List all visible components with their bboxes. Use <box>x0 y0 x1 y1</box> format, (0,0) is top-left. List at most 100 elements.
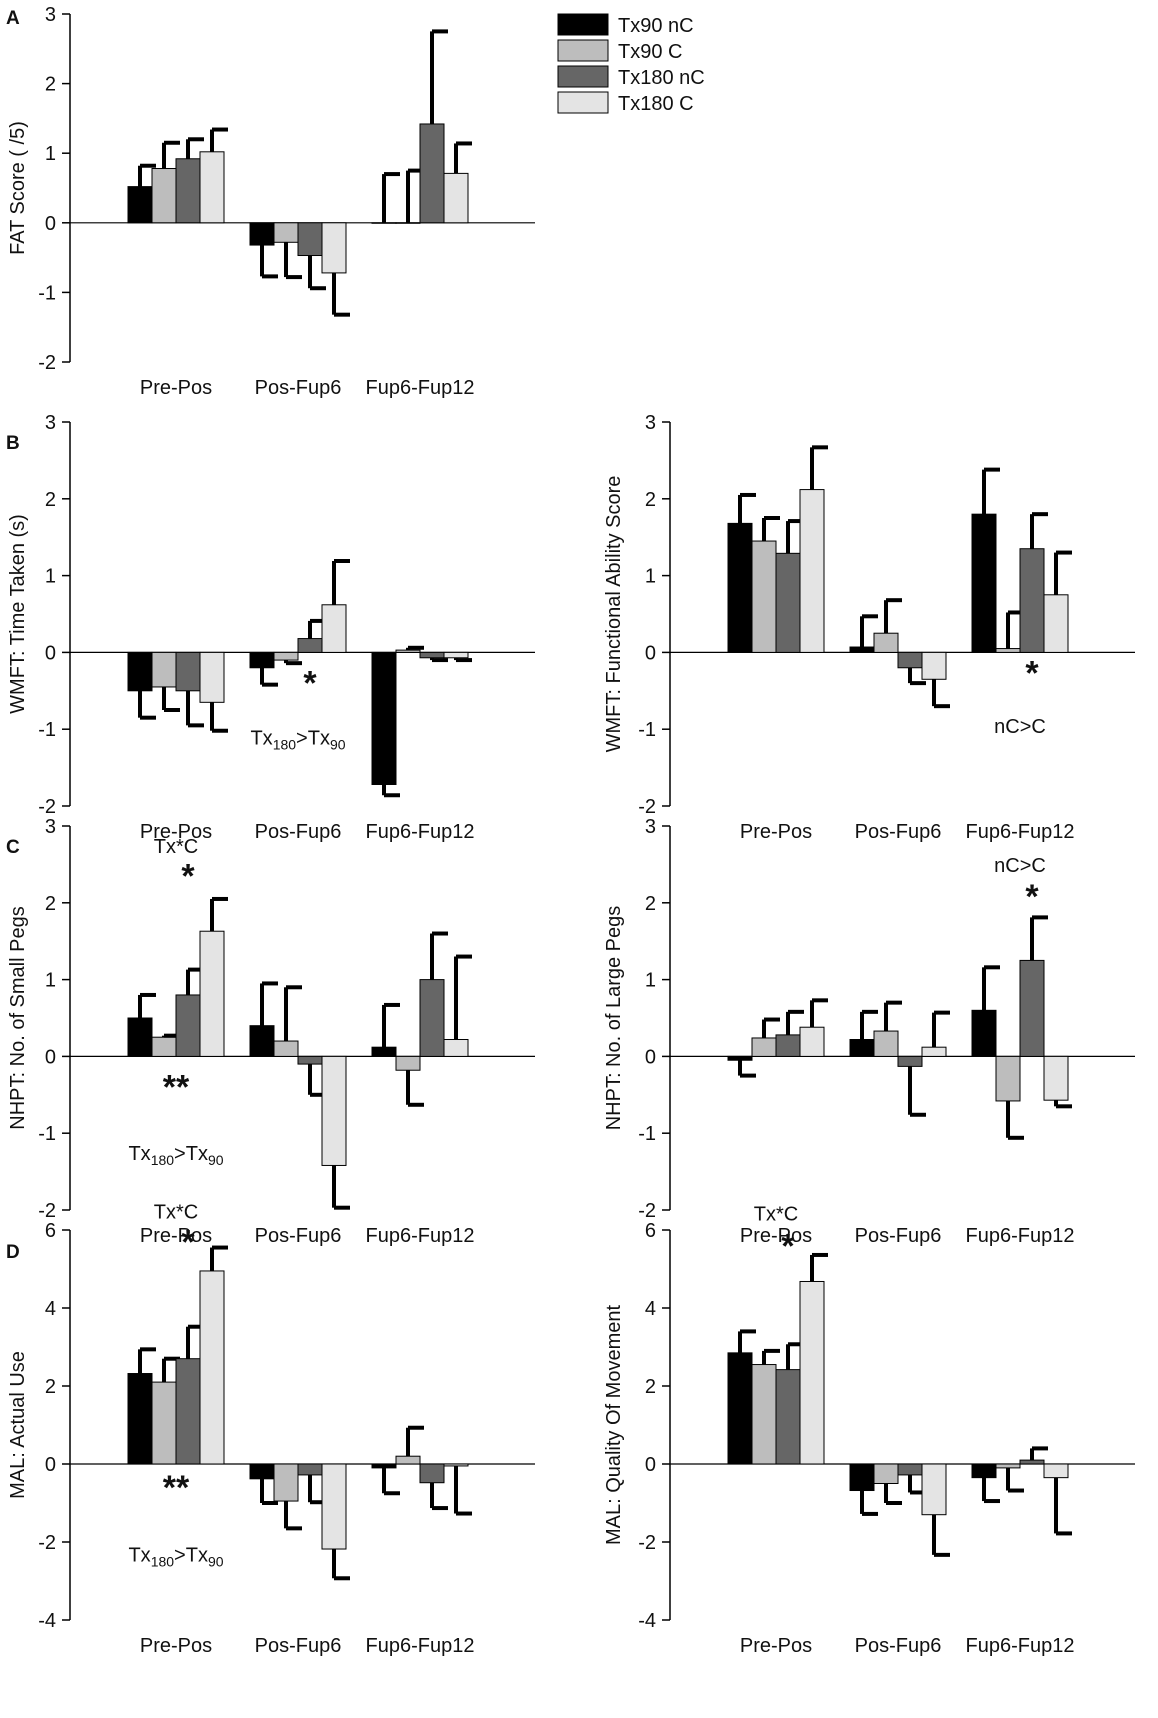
bar-tx90-nc <box>727 1352 753 1465</box>
y-tick-label: -4 <box>38 1610 56 1632</box>
x-category-label: Pre-Pos <box>140 377 212 399</box>
bar-tx180-nc <box>297 638 323 653</box>
y-tick-label: 3 <box>645 816 656 838</box>
y-tick-label: 1 <box>45 970 56 992</box>
bar-tx90-c <box>395 649 421 653</box>
bar-tx180-nc <box>175 994 201 1057</box>
y-tick-label: 2 <box>645 893 656 915</box>
bar-tx180-c <box>1043 594 1069 653</box>
bar-tx180-nc <box>775 1369 801 1465</box>
bar-tx180-nc <box>897 651 923 669</box>
annotation-significance-star: * <box>181 1223 195 1261</box>
y-tick-label: -2 <box>638 1532 656 1554</box>
y-tick-label: -2 <box>38 1532 56 1554</box>
y-tick-label: -2 <box>38 796 56 818</box>
bar-tx90-nc <box>849 1463 875 1492</box>
y-axis-label: WMFT: Functional Ability Score <box>603 476 625 753</box>
bar-tx90-nc <box>127 186 153 224</box>
y-tick-label: 1 <box>45 143 56 165</box>
bar-tx180-c <box>443 1463 469 1467</box>
bar-tx90-c <box>873 1463 899 1484</box>
y-axis-label: NHPT: No. of Small Pegs <box>7 906 29 1129</box>
y-tick-label: 3 <box>645 412 656 434</box>
x-category-label: Pre-Pos <box>740 1225 812 1247</box>
bar-tx90-c <box>873 632 899 653</box>
x-category-label: Pre-Pos <box>740 1635 812 1657</box>
bar-tx180-c <box>1043 1463 1069 1479</box>
bar-tx180-c <box>799 1026 825 1057</box>
bar-tx90-nc <box>127 651 153 692</box>
y-tick-label: 2 <box>645 489 656 511</box>
y-tick-label: -1 <box>638 719 656 741</box>
bar-tx90-c <box>273 651 299 661</box>
bar-tx90-nc <box>249 1025 275 1057</box>
x-category-label: Pos-Fup6 <box>255 1225 342 1247</box>
y-axis-label: WMFT: Time Taken (s) <box>7 514 29 714</box>
bar-tx180-c <box>443 1039 469 1057</box>
x-category-label: Fup6-Fup12 <box>966 821 1075 843</box>
bar-tx90-c <box>151 1381 177 1465</box>
bar-tx180-c <box>799 1280 825 1465</box>
y-tick-label: -1 <box>38 719 56 741</box>
y-tick-label: 0 <box>45 1046 56 1068</box>
bar-tx90-c <box>873 1030 899 1057</box>
bar-tx180-nc <box>1019 548 1045 653</box>
y-tick-label: 4 <box>645 1298 656 1320</box>
bar-tx90-nc <box>727 522 753 653</box>
annotation-significance-star: * <box>303 665 317 703</box>
annotation-significance-star: ** <box>163 1469 190 1507</box>
bar-tx90-c <box>273 1040 299 1057</box>
bar-tx180-nc <box>419 979 445 1057</box>
y-tick-label: -4 <box>638 1610 656 1632</box>
bar-tx90-nc <box>727 1055 753 1061</box>
y-tick-label: 1 <box>645 970 656 992</box>
annotation-tx-comparison: Tx180>Tx90 <box>250 728 345 753</box>
bar-tx180-c <box>199 651 225 703</box>
bar-tx90-c <box>995 1055 1021 1102</box>
y-tick-label: 0 <box>45 642 56 664</box>
bar-tx90-c <box>273 222 299 243</box>
x-category-label: Fup6-Fup12 <box>366 1225 475 1247</box>
x-category-label: Pre-Pos <box>140 1225 212 1247</box>
bar-tx180-c <box>921 651 947 680</box>
y-tick-label: -2 <box>38 1200 56 1222</box>
bar-tx180-c <box>921 1046 947 1057</box>
bar-tx90-c <box>151 651 177 688</box>
x-category-label: Pos-Fup6 <box>855 1225 942 1247</box>
y-tick-label: 0 <box>645 1046 656 1068</box>
bar-tx180-nc <box>175 158 201 224</box>
legend-label-tx180-nc: Tx180 nC <box>618 67 705 89</box>
bar-tx180-c <box>799 489 825 653</box>
bar-tx180-nc <box>297 1055 323 1065</box>
panel-letter-c: C <box>6 837 20 858</box>
bar-tx180-nc <box>897 1055 923 1067</box>
chart-D-quality: -4 -2 0 2 4 6 MAL: Quality Of Movement Pre-Pos P… <box>603 1203 1135 1657</box>
x-category-label: Pos-Fup6 <box>855 821 942 843</box>
y-tick-label: 3 <box>45 4 56 26</box>
chart-B-functional: -2 -1 0 1 2 3 WMFT: Functional Ability Score Pr… <box>603 412 1135 843</box>
bar-tx90-c <box>751 1364 777 1465</box>
bar-tx90-nc <box>971 513 997 653</box>
bar-tx180-nc <box>175 1358 201 1465</box>
annotation-significance-star: * <box>1025 878 1039 916</box>
annotation-significance-star: * <box>181 857 195 895</box>
y-tick-label: 0 <box>645 1454 656 1476</box>
bar-tx180-nc <box>775 1034 801 1057</box>
y-axis-label: MAL: Quality Of Movement <box>603 1305 625 1546</box>
x-category-label: Fup6-Fup12 <box>366 1635 475 1657</box>
bar-tx90-nc <box>127 1373 153 1465</box>
legend-label-tx180-c: Tx180 C <box>618 93 694 115</box>
bar-tx180-c <box>199 1270 225 1465</box>
bar-tx180-nc <box>419 651 445 659</box>
bar-tx180-c <box>321 1463 347 1550</box>
legend-swatch-tx180-c <box>557 91 609 114</box>
bar-tx180-c <box>199 930 225 1057</box>
annotation-label: nC>C <box>994 716 1046 738</box>
y-axis-label: FAT Score ( /5) <box>7 121 29 255</box>
x-category-label: Fup6-Fup12 <box>966 1635 1075 1657</box>
bar-tx180-c <box>443 651 469 659</box>
bar-tx90-c <box>751 1037 777 1057</box>
bar-tx180-nc <box>775 552 801 653</box>
bar-tx90-c <box>395 222 421 224</box>
